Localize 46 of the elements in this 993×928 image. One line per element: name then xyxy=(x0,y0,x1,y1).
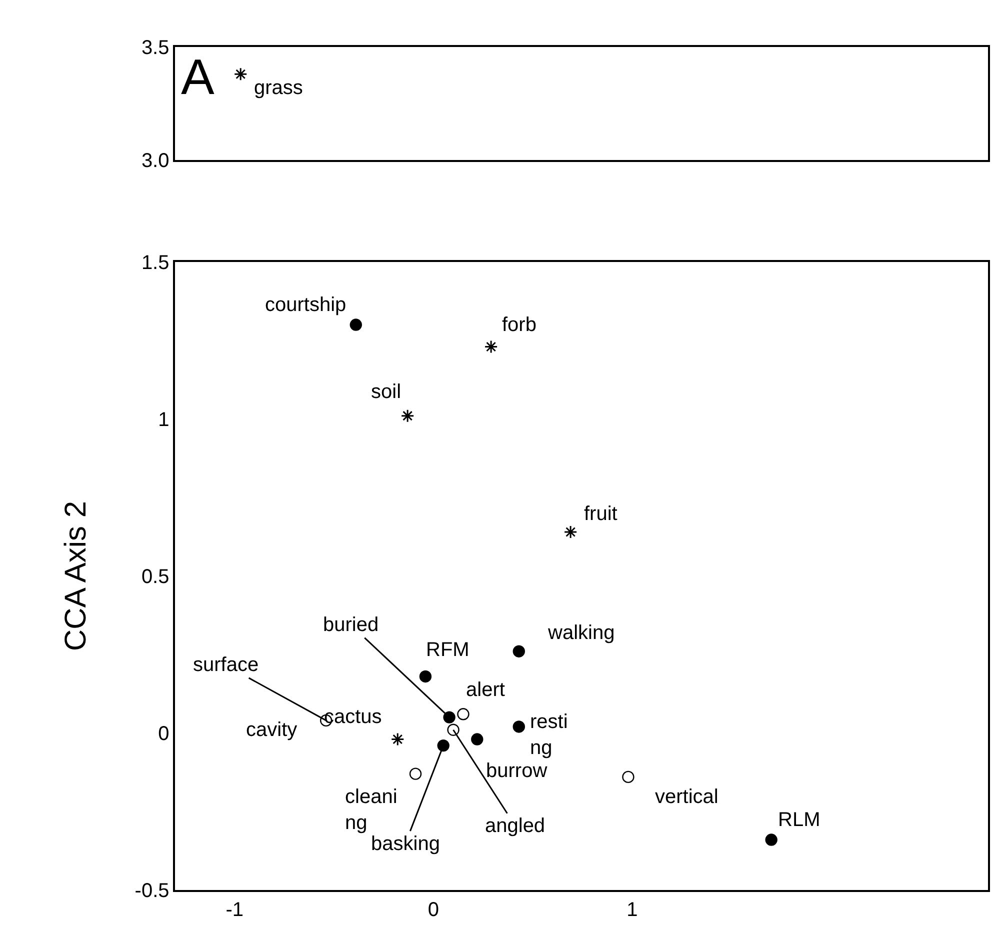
annotation: vertical xyxy=(655,786,718,808)
y-tick-label: 3.5 xyxy=(141,37,170,59)
point xyxy=(390,732,404,746)
y-tick-label: 0.5 xyxy=(141,566,170,588)
annotation: soil xyxy=(371,381,402,403)
annotation: buried xyxy=(323,614,379,636)
y-tick-label: 0 xyxy=(158,722,170,745)
point xyxy=(484,340,498,354)
point xyxy=(564,525,578,539)
y-tick-label: 1.5 xyxy=(141,252,170,274)
x-tick-label: 0 xyxy=(428,898,439,921)
annotation: alert xyxy=(466,679,506,701)
y-tick-label: 3.0 xyxy=(141,150,170,172)
annotation: basking xyxy=(371,833,440,855)
point xyxy=(400,409,414,423)
point xyxy=(437,739,450,752)
annotation: grass xyxy=(254,77,303,99)
y-axis-title: CCA Axis 2 xyxy=(59,500,92,652)
point xyxy=(622,770,634,784)
annotation: courtship xyxy=(265,294,346,316)
annotation: surface xyxy=(193,654,259,676)
y-tick-label: -0.5 xyxy=(134,880,170,902)
point xyxy=(447,724,460,736)
point xyxy=(471,733,484,746)
point xyxy=(457,708,470,720)
annotation: A xyxy=(181,49,215,105)
annotation: RLM xyxy=(778,809,820,831)
x-tick-label: 1 xyxy=(626,898,638,921)
point xyxy=(765,834,778,846)
annotation: burrow xyxy=(486,760,548,782)
point xyxy=(409,768,422,780)
x-tick-label: -1 xyxy=(226,898,244,921)
annotation: cactus xyxy=(324,706,382,728)
annotation: resti ng xyxy=(530,711,568,759)
annotation: walking xyxy=(547,622,615,644)
annotation: fruit xyxy=(584,503,618,525)
point xyxy=(512,645,525,658)
point xyxy=(512,720,525,733)
annotation: cavity xyxy=(246,719,298,741)
point xyxy=(443,711,456,724)
annotation: RFM xyxy=(426,639,470,661)
annotation: forb xyxy=(502,314,536,336)
point xyxy=(350,318,362,331)
y-tick-label: 1 xyxy=(158,408,170,431)
point xyxy=(419,670,432,683)
annotation: angled xyxy=(485,815,546,837)
